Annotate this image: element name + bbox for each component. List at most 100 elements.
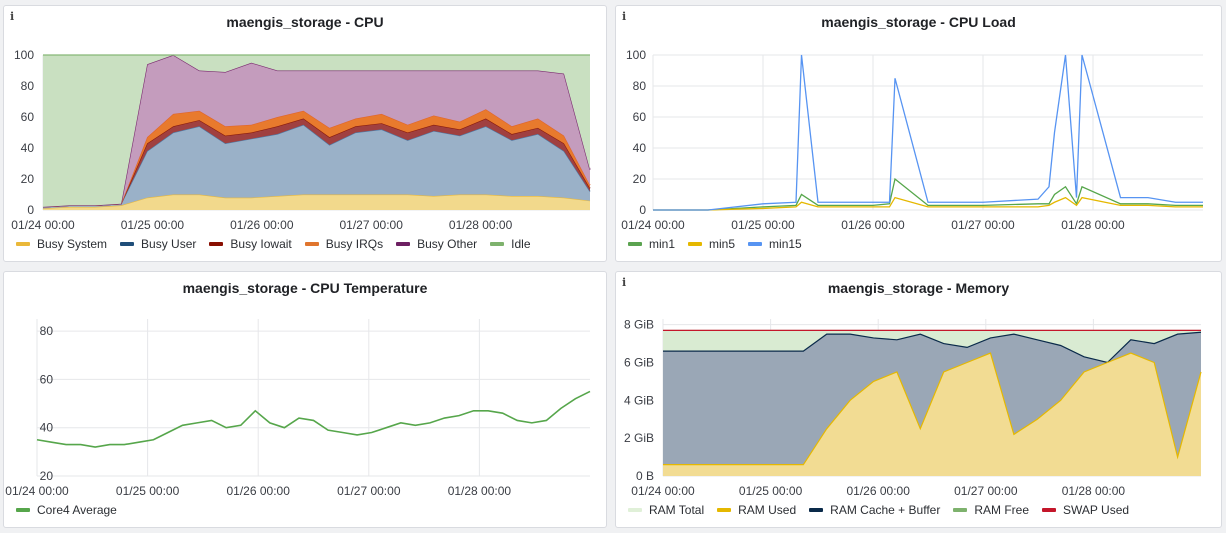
y-tick-label: 6 GiB	[624, 356, 654, 370]
y-tick-label: 4 GiB	[624, 393, 654, 407]
x-tick-label: 01/24 00:00	[621, 218, 685, 232]
cpu-chart[interactable]: 0 20 40 60 80 100 01/24 00:00 01/25 00:00 01/26 …	[4, 6, 608, 263]
legend-swatch	[809, 508, 824, 512]
legend-label: min1	[649, 237, 676, 251]
y-tick-label: 20	[21, 172, 35, 186]
x-tick-label: 01/25 00:00	[116, 484, 180, 498]
legend-item[interactable]: RAM Free	[953, 503, 1029, 517]
legend-swatch	[120, 242, 135, 246]
memory-chart[interactable]: 0 B 2 GiB 4 GiB 6 GiB 8 GiB 01/24 00:00 01/25 …	[616, 272, 1223, 529]
x-tick-label: 01/27 00:00	[337, 484, 401, 498]
x-tick-label: 01/28 00:00	[1061, 218, 1125, 232]
cpu-temperature-chart[interactable]: 20 40 60 80 01/24 00:00 01/25 00:00 01/26 00:0…	[4, 272, 608, 529]
memory-legend: RAM Total RAM Used RAM Cache + Buffer RAM F…	[628, 503, 1142, 517]
x-tick-label: 01/25 00:00	[731, 218, 795, 232]
legend-swatch	[717, 508, 732, 512]
cpu-legend: Busy System Busy User Busy Iowait Busy IRQs…	[16, 237, 544, 251]
legend-item[interactable]: RAM Used	[717, 503, 796, 517]
y-tick-label: 80	[40, 324, 54, 338]
legend-item[interactable]: min15	[748, 237, 802, 251]
legend-swatch	[16, 508, 30, 512]
legend-swatch	[304, 242, 319, 246]
legend-swatch	[748, 242, 763, 246]
x-tick-label: 01/27 00:00	[954, 484, 1018, 498]
series-line	[653, 54, 1203, 211]
legend-item[interactable]: Busy Iowait	[209, 237, 292, 251]
cpu-load-chart[interactable]: 0 20 40 60 80 100 01/24 00:00 01/25 00:00 01/26 …	[616, 6, 1223, 263]
panel-title: maengis_storage - Memory	[827, 280, 1010, 296]
cpu-temperature-legend: Core4 Average	[16, 503, 130, 517]
legend-item[interactable]: Busy IRQs	[304, 237, 384, 251]
x-tick-label: 01/28 00:00	[1062, 484, 1126, 498]
series-area	[663, 353, 1201, 476]
panel-title: maengis_storage - CPU Load	[821, 14, 1016, 30]
legend-item[interactable]: Busy User	[120, 237, 196, 251]
legend-label: RAM Free	[974, 503, 1030, 517]
legend-item[interactable]: min1	[628, 237, 675, 251]
legend-label: Busy System	[37, 237, 108, 251]
x-tick-label: 01/24 00:00	[11, 218, 75, 232]
series-line	[36, 390, 591, 448]
legend-swatch	[16, 242, 30, 246]
legend-label: RAM Total	[649, 503, 705, 517]
x-tick-label: 01/24 00:00	[5, 484, 69, 498]
x-tick-label: 01/26 00:00	[230, 218, 294, 232]
x-tick-label: 01/25 00:00	[739, 484, 803, 498]
legend-item[interactable]: Core4 Average	[16, 503, 117, 517]
legend-item[interactable]: SWAP Used	[1042, 503, 1129, 517]
legend-label: Busy Iowait	[230, 237, 292, 251]
legend-label: Busy User	[141, 237, 197, 251]
x-tick-label: 01/28 00:00	[448, 484, 512, 498]
x-tick-label: 01/28 00:00	[449, 218, 513, 232]
y-tick-label: 0 B	[636, 469, 654, 483]
y-tick-label: 80	[633, 79, 647, 93]
x-tick-label: 01/25 00:00	[121, 218, 185, 232]
cpu-panel: i maengis_storage - CPU 0 20 40 60 80 100 01/2…	[3, 5, 607, 262]
legend-item[interactable]: RAM Cache + Buffer	[809, 503, 940, 517]
y-tick-label: 40	[633, 141, 647, 155]
legend-label: min5	[709, 237, 736, 251]
y-tick-label: 60	[21, 110, 35, 124]
y-tick-label: 2 GiB	[624, 431, 654, 445]
series-line	[663, 352, 1202, 466]
x-tick-label: 01/24 00:00	[631, 484, 695, 498]
legend-swatch	[396, 242, 411, 246]
legend-item[interactable]: Idle	[490, 237, 531, 251]
legend-swatch	[209, 242, 224, 246]
x-tick-label: 01/27 00:00	[339, 218, 403, 232]
legend-item[interactable]: RAM Total	[628, 503, 704, 517]
y-tick-label: 20	[633, 172, 647, 186]
legend-item[interactable]: Busy System	[16, 237, 107, 251]
legend-label: RAM Cache + Buffer	[830, 503, 941, 517]
y-tick-label: 100	[626, 48, 646, 62]
legend-label: Core4 Average	[37, 503, 117, 517]
y-tick-label: 60	[40, 372, 54, 386]
series-area	[43, 55, 590, 207]
series-line	[653, 177, 1203, 211]
legend-swatch	[953, 508, 968, 512]
legend-swatch	[628, 508, 642, 512]
panel-title: maengis_storage - CPU Temperature	[182, 280, 428, 296]
legend-label: Busy IRQs	[325, 237, 384, 251]
legend-item[interactable]: Busy Other	[396, 237, 477, 251]
y-tick-label: 0	[639, 203, 646, 217]
y-tick-label: 100	[14, 48, 34, 62]
legend-label: Idle	[511, 237, 531, 251]
info-icon[interactable]: i	[10, 10, 15, 23]
legend-swatch	[490, 242, 505, 246]
legend-item[interactable]: min5	[688, 237, 735, 251]
series-area	[43, 124, 590, 209]
legend-label: SWAP Used	[1063, 503, 1130, 517]
x-tick-label: 01/26 00:00	[846, 484, 910, 498]
y-tick-label: 40	[40, 421, 54, 435]
x-tick-label: 01/26 00:00	[226, 484, 290, 498]
y-tick-label: 20	[40, 469, 54, 483]
y-tick-label: 80	[21, 79, 35, 93]
info-icon[interactable]: i	[622, 276, 627, 289]
series-area	[43, 55, 590, 207]
series-area	[43, 194, 590, 210]
y-tick-label: 0	[27, 203, 34, 217]
series-line	[663, 331, 1202, 364]
info-icon[interactable]: i	[622, 10, 627, 23]
x-tick-label: 01/27 00:00	[951, 218, 1015, 232]
